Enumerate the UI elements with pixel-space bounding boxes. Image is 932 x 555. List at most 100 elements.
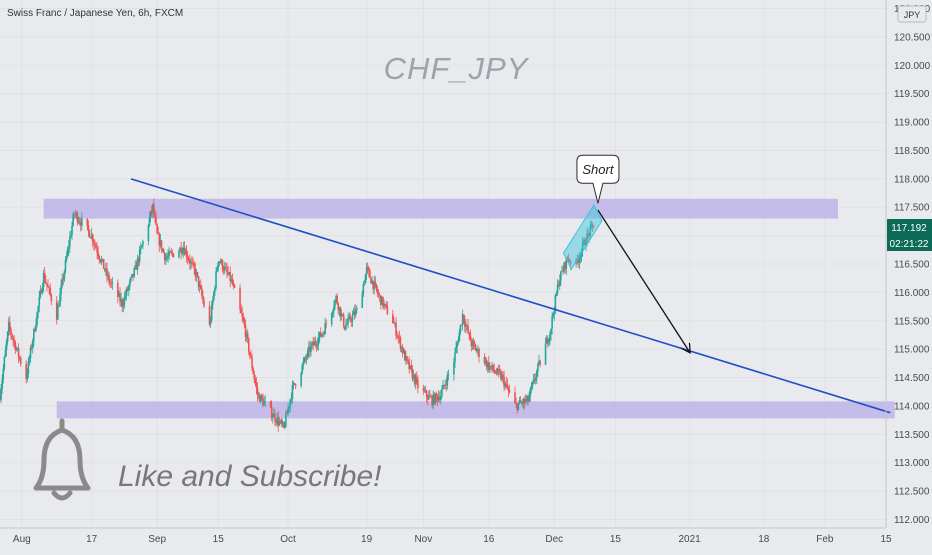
candle-body <box>6 331 9 342</box>
candle-body <box>489 366 491 370</box>
candle-body <box>592 225 595 228</box>
candle-body <box>492 364 494 370</box>
y-tick-label: 120.000 <box>894 61 931 72</box>
candle-body <box>160 240 163 251</box>
candle-body <box>50 294 53 302</box>
candle-body <box>110 282 113 284</box>
candle-body <box>101 258 104 260</box>
candle-body <box>225 267 227 268</box>
candle-body <box>14 341 17 351</box>
candle-body <box>558 280 561 286</box>
candle-body <box>361 294 364 309</box>
candle-body <box>465 325 467 327</box>
candle-body <box>119 293 121 302</box>
candle-body <box>132 273 134 277</box>
candle-body <box>277 417 280 426</box>
support-zone[interactable] <box>56 401 895 419</box>
candle-body <box>16 347 19 349</box>
candle-body <box>141 245 143 248</box>
trendline[interactable] <box>130 178 891 414</box>
candle-body <box>33 328 35 341</box>
candle-body <box>273 413 275 417</box>
candle-body <box>316 344 319 346</box>
candle-body <box>467 325 469 333</box>
candle-body <box>501 375 503 380</box>
candle-body <box>147 225 150 242</box>
short-callout[interactable]: Short <box>576 154 620 204</box>
candle-body <box>432 394 434 406</box>
candle-body <box>444 384 446 386</box>
candle-body <box>280 420 283 424</box>
candle-body <box>324 323 326 335</box>
candle-body <box>371 280 373 284</box>
candle-body <box>219 261 222 264</box>
candle-body <box>127 285 130 291</box>
candle-body <box>447 374 450 376</box>
candle-body <box>263 401 265 406</box>
candle-body <box>469 332 472 341</box>
candle-body <box>561 270 563 272</box>
candle-body <box>343 326 346 330</box>
candle-body <box>254 378 257 384</box>
candle-body <box>264 401 266 402</box>
candle-body <box>159 240 162 246</box>
x-tick-label: Sep <box>148 534 166 545</box>
candle-body <box>9 322 11 329</box>
candle-body <box>262 398 264 406</box>
candle-body <box>303 357 306 362</box>
candle-body <box>476 350 478 352</box>
rising-channel[interactable] <box>562 203 603 271</box>
candle-body <box>232 284 235 286</box>
bell-icon <box>33 418 91 501</box>
candle-body <box>43 272 46 282</box>
candle-body <box>314 341 317 345</box>
y-tick-label: 112.500 <box>894 487 930 498</box>
candle-body <box>58 306 60 308</box>
candle-body <box>484 360 487 363</box>
candle-body <box>400 346 403 349</box>
resistance-zone[interactable] <box>43 198 838 219</box>
x-tick-label: 16 <box>483 534 495 545</box>
candle-body <box>60 285 62 295</box>
candle-body <box>181 252 184 254</box>
candle-body <box>99 259 102 262</box>
candle-body <box>121 299 124 307</box>
candle-body <box>217 261 220 269</box>
candle-body <box>386 305 389 315</box>
candle-body <box>246 332 249 340</box>
candle-body <box>545 338 548 344</box>
candle-body <box>41 286 44 294</box>
candle-body <box>383 303 385 307</box>
candle-body <box>42 272 45 287</box>
candle-body <box>425 390 428 397</box>
candle-body <box>407 359 409 362</box>
candle-body <box>393 322 395 324</box>
candle-body <box>35 324 37 331</box>
candle-body <box>71 225 73 236</box>
candle-body <box>528 396 530 402</box>
candle-body <box>369 270 371 279</box>
currency-badge[interactable] <box>897 5 927 23</box>
candle-body <box>381 296 383 305</box>
candle-body <box>117 282 119 297</box>
projection-arrow[interactable] <box>597 209 690 352</box>
candle-body <box>157 233 160 235</box>
candle-body <box>456 343 458 348</box>
candle-body <box>233 285 236 288</box>
candle-body <box>322 333 324 335</box>
candle-body <box>81 218 83 226</box>
candle-body <box>549 334 551 341</box>
candle-body <box>363 283 366 285</box>
candle-body <box>526 395 528 400</box>
candle-body <box>242 316 245 321</box>
time-axis[interactable]: Aug 17 Sep 15 Oct 19 Nov 16 Dec 15 2021 18 Feb 15 <box>13 534 892 545</box>
candle-body <box>589 225 592 237</box>
watermark-text: CHF_JPY <box>384 51 530 86</box>
candle-body <box>556 284 559 294</box>
candle-body <box>585 244 587 246</box>
candle-body <box>321 334 323 337</box>
candle-body <box>372 280 374 289</box>
candle-body <box>409 365 412 370</box>
